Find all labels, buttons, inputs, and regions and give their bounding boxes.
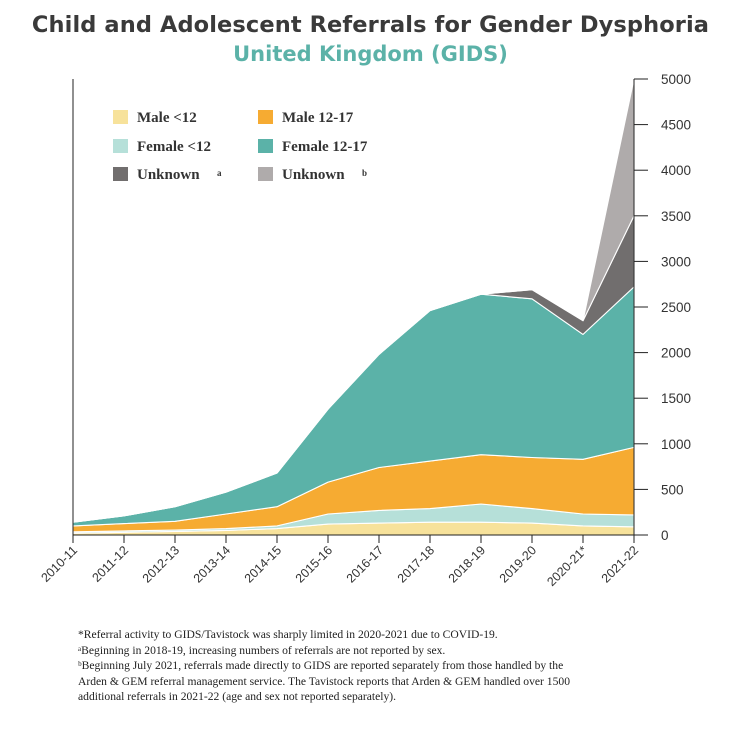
- legend-marker: a: [217, 168, 222, 178]
- legend-label: Female 12-17: [282, 139, 368, 155]
- y-tick-label: 5000: [661, 72, 691, 87]
- legend-swatch: [113, 139, 128, 153]
- y-tick-label: 1000: [661, 437, 691, 452]
- x-tick-label: 2017-18: [395, 543, 437, 585]
- y-tick-label: 3000: [661, 254, 691, 269]
- footnote-b: ᵇBeginning July 2021, referrals made dir…: [78, 659, 570, 704]
- y-tick-label: 4000: [661, 163, 691, 178]
- stacked-area-chart: 0 500 1000 1500 2000 2500 3000 3500 4000 4500 5000…: [38, 72, 691, 589]
- x-tick-label: 2011-12: [89, 543, 131, 585]
- x-tick-label: 2020-21*: [544, 543, 590, 589]
- chart-subtitle: United Kingdom (GIDS): [233, 42, 508, 66]
- legend-label: Unknown: [282, 167, 345, 183]
- legend-label: Male 12-17: [282, 110, 354, 126]
- y-tick-label: 2500: [661, 300, 691, 315]
- legend-swatch: [258, 167, 273, 181]
- x-tick-label: 2010-11: [38, 543, 80, 585]
- y-tick-label: 3500: [661, 209, 691, 224]
- legend-swatch: [258, 139, 273, 153]
- chart-title: Child and Adolescent Referrals for Gende…: [31, 12, 710, 38]
- y-tick-label: 1500: [661, 391, 691, 406]
- x-tick-label: 2019-20: [497, 543, 539, 585]
- y-tick-label: 0: [661, 528, 669, 543]
- x-tick-label: 2012-13: [140, 543, 182, 585]
- x-tick-label: 2016-17: [344, 543, 386, 585]
- legend-marker: b: [362, 168, 367, 178]
- footnote-a: ᵃBeginning in 2018-19, increasing number…: [78, 643, 446, 657]
- legend-label: Male <12: [137, 110, 197, 126]
- x-tick-label: 2015-16: [293, 543, 335, 585]
- x-tick-label: 2013-14: [191, 543, 233, 585]
- x-tick-label: 2014-15: [242, 543, 284, 585]
- legend-swatch: [258, 110, 273, 124]
- legend-label: Female <12: [137, 139, 211, 155]
- y-tick-label: 500: [661, 482, 684, 497]
- y-tick-label: 4500: [661, 118, 691, 133]
- footnotes: *Referral activity to GIDS/Tavistock was…: [78, 627, 578, 705]
- x-tick-label: 2018-19: [446, 543, 488, 585]
- legend-swatch: [113, 167, 128, 181]
- legend-box: [107, 106, 397, 188]
- legend-swatch: [113, 110, 128, 124]
- y-tick-label: 2000: [661, 346, 691, 361]
- legend-label: Unknown: [137, 167, 200, 183]
- footnote-covid: *Referral activity to GIDS/Tavistock was…: [78, 628, 498, 641]
- x-tick-label: 2021-22: [599, 543, 641, 585]
